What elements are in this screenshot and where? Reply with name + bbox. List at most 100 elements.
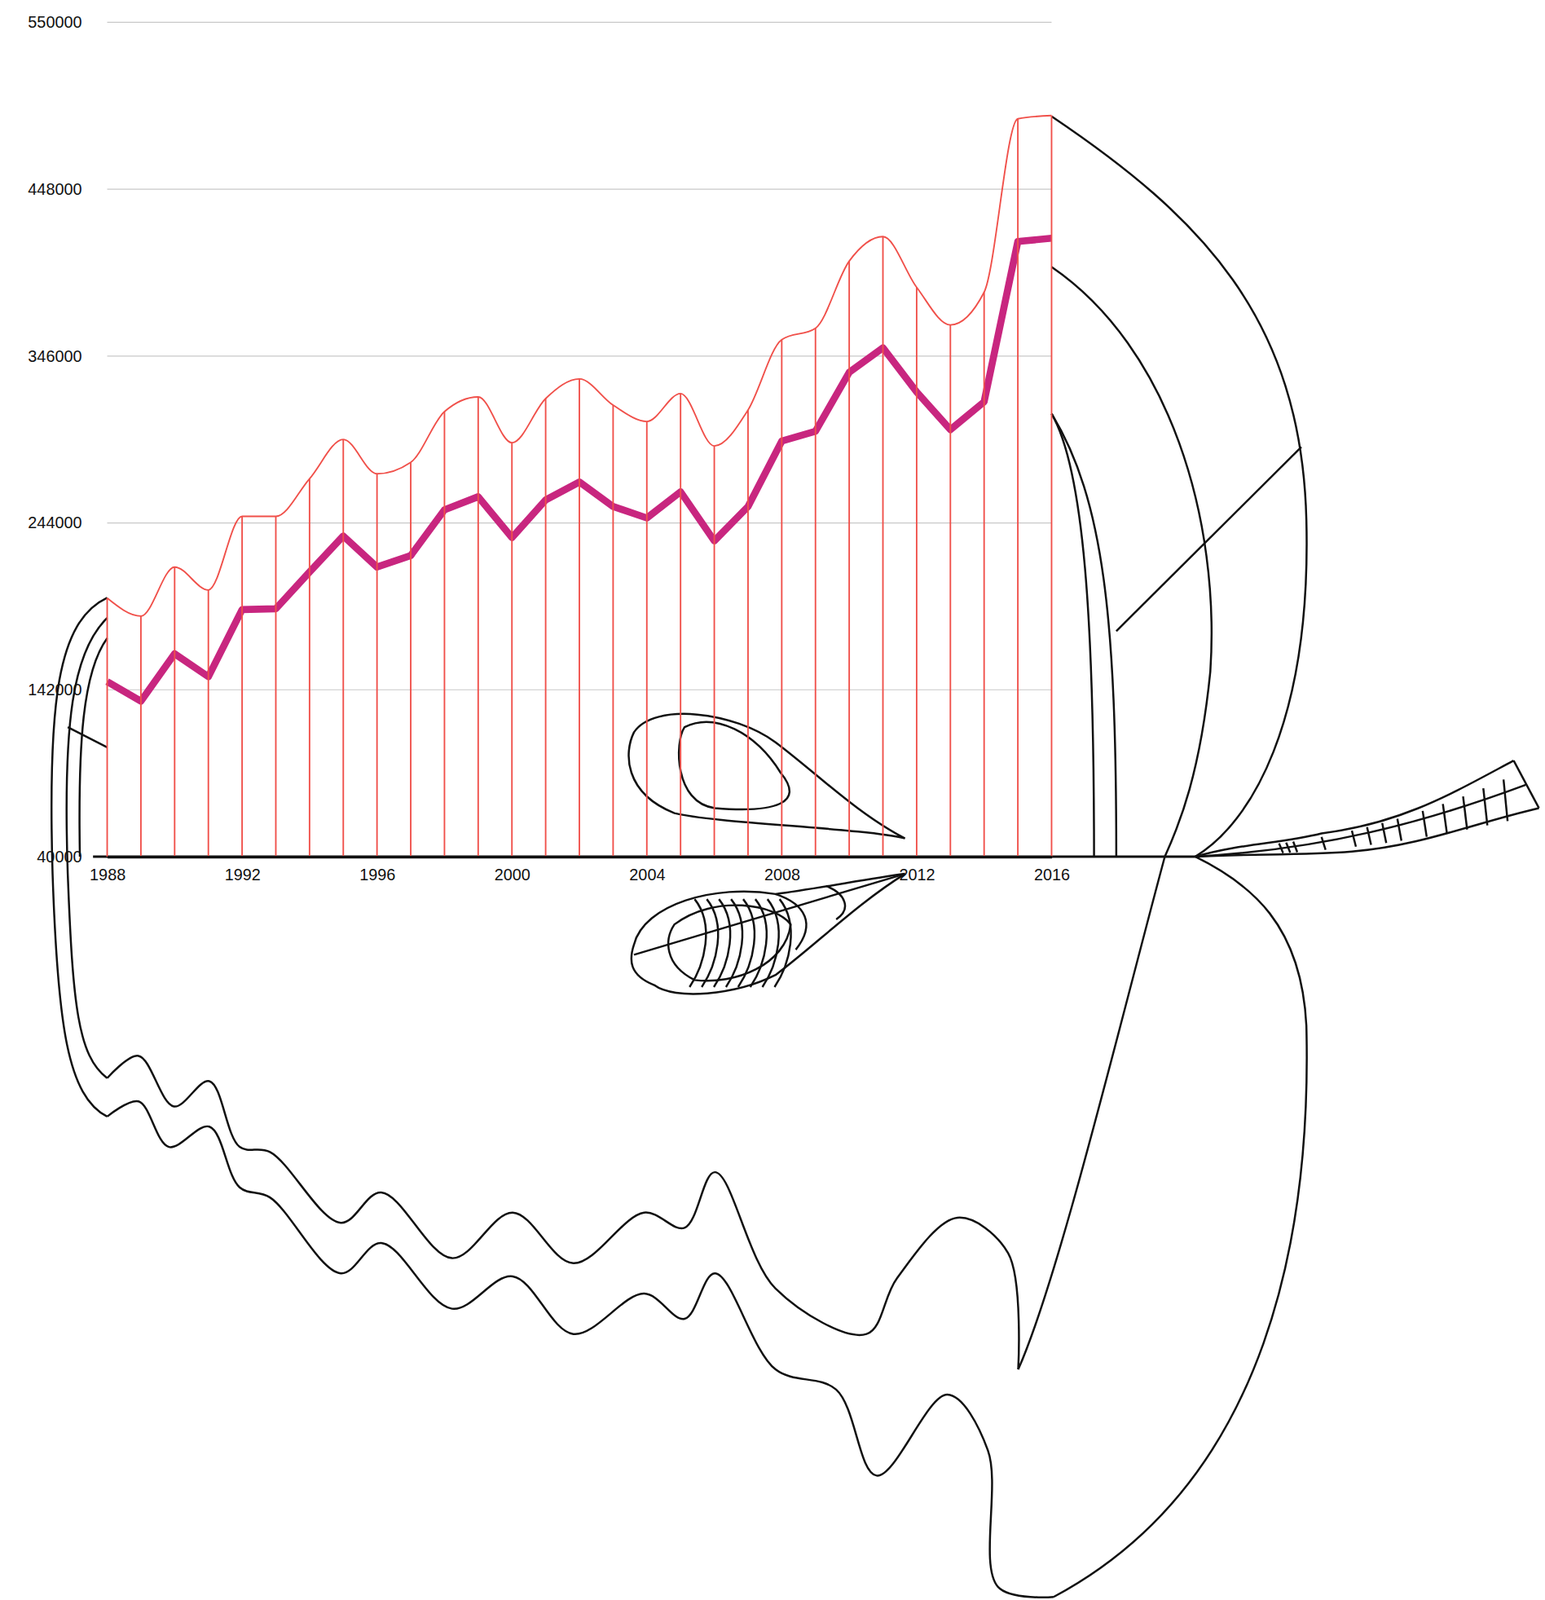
chart: 1988 1992 1996 2000 2004 2008 2012 2016 40000 142… xyxy=(0,0,1545,1600)
x-tick-label: 2000 xyxy=(494,865,531,884)
apple-outline xyxy=(1051,413,1116,857)
x-tick-label: 1996 xyxy=(359,865,396,884)
stem xyxy=(444,411,446,857)
seed-line xyxy=(701,898,718,987)
apple-outline xyxy=(631,873,906,994)
stem xyxy=(308,478,311,857)
stem xyxy=(679,393,682,857)
grid-line xyxy=(107,188,1053,190)
y-tick-label: 346000 xyxy=(27,347,82,366)
stem xyxy=(173,567,176,857)
apple-outline xyxy=(1053,856,1308,1597)
x-tick: 1996 xyxy=(359,856,396,884)
stem-line xyxy=(1422,810,1427,837)
seed-line xyxy=(738,898,755,987)
grid-line xyxy=(107,355,1053,357)
x-tick-label: 1988 xyxy=(89,865,126,884)
stem xyxy=(713,445,716,857)
apple-outline xyxy=(67,726,107,748)
y-tick: 40000 xyxy=(36,847,84,866)
x-axis: 1988 1992 1996 2000 2004 2008 2012 2016 xyxy=(89,856,1070,884)
stem xyxy=(510,442,513,857)
stem-line xyxy=(1367,827,1372,846)
stem xyxy=(207,589,210,857)
stem-line xyxy=(1397,818,1402,841)
grid xyxy=(107,22,1053,857)
x-tick-label: 2008 xyxy=(764,865,801,884)
baseline-extension xyxy=(92,854,1196,858)
stem xyxy=(1016,118,1019,857)
apple-outline xyxy=(1051,116,1307,857)
y-axis: 40000 142000 244000 346000 448000 550000 xyxy=(27,13,84,866)
x-tick-label: 1992 xyxy=(224,865,261,884)
stem xyxy=(780,339,783,857)
grid-line xyxy=(107,22,1053,23)
stem-line xyxy=(1279,843,1284,854)
apple-outline xyxy=(826,885,846,920)
y-tick: 550000 xyxy=(27,13,84,31)
apple-outline xyxy=(107,1055,1020,1369)
apple-outline xyxy=(633,873,906,955)
x-tick: 2004 xyxy=(629,856,665,884)
apple-outline xyxy=(629,713,906,839)
x-tick: 2012 xyxy=(898,856,935,884)
stem-line xyxy=(1321,836,1326,850)
apple-decoration xyxy=(51,116,1539,1598)
apple-outline xyxy=(79,638,108,857)
x-tick: 2016 xyxy=(1034,856,1070,884)
stem xyxy=(342,439,344,857)
x-tick: 2000 xyxy=(494,856,531,884)
stem xyxy=(983,291,986,856)
grid-line xyxy=(107,855,1053,857)
stem xyxy=(241,515,243,857)
stem xyxy=(646,421,648,857)
stem xyxy=(545,398,547,857)
stem xyxy=(611,404,614,857)
plot-area xyxy=(107,115,1053,857)
x-axis-line xyxy=(107,855,1053,859)
x-tick: 2008 xyxy=(764,856,801,884)
stem xyxy=(106,598,109,857)
apple-outline xyxy=(1195,784,1527,857)
y-tick: 346000 xyxy=(27,347,84,366)
stem xyxy=(477,396,480,857)
stem-line xyxy=(1351,830,1356,847)
y-tick: 244000 xyxy=(27,513,84,532)
y-tick-label: 244000 xyxy=(27,513,82,532)
stem xyxy=(747,409,749,857)
apple-outline xyxy=(678,721,790,810)
x-tick: 1988 xyxy=(89,856,126,884)
y-tick-label: 550000 xyxy=(27,13,82,31)
x-tick: 1992 xyxy=(224,856,261,884)
apple-outline xyxy=(1514,760,1540,808)
apple-outline xyxy=(1051,267,1211,857)
stem xyxy=(882,236,885,857)
apple-outline xyxy=(1195,760,1515,857)
stem-line xyxy=(1483,787,1488,826)
apple-outline xyxy=(107,1100,1054,1598)
seed-line xyxy=(762,898,780,987)
y-tick: 448000 xyxy=(27,180,84,199)
x-tick-label: 2016 xyxy=(1034,865,1070,884)
y-tick-label: 40000 xyxy=(36,847,82,866)
y-tick-label: 448000 xyxy=(27,180,82,199)
stem xyxy=(376,473,379,857)
x-tick-label: 2012 xyxy=(898,865,935,884)
y-tick: 142000 xyxy=(27,680,84,699)
seed-line xyxy=(750,898,767,987)
stem xyxy=(1051,115,1053,857)
seed-line xyxy=(689,898,706,987)
apple-outline xyxy=(1018,856,1166,1369)
stem xyxy=(848,260,850,857)
y-axis-line xyxy=(83,22,85,858)
seed-line xyxy=(774,898,791,987)
stem-line xyxy=(1293,840,1298,852)
stem xyxy=(949,325,951,857)
stem-line xyxy=(1382,823,1387,843)
x-tick-label: 2004 xyxy=(629,865,665,884)
stem xyxy=(140,616,142,857)
stem xyxy=(275,515,278,857)
envelope-line xyxy=(107,115,1053,617)
stem xyxy=(814,328,817,857)
stem xyxy=(409,462,412,857)
